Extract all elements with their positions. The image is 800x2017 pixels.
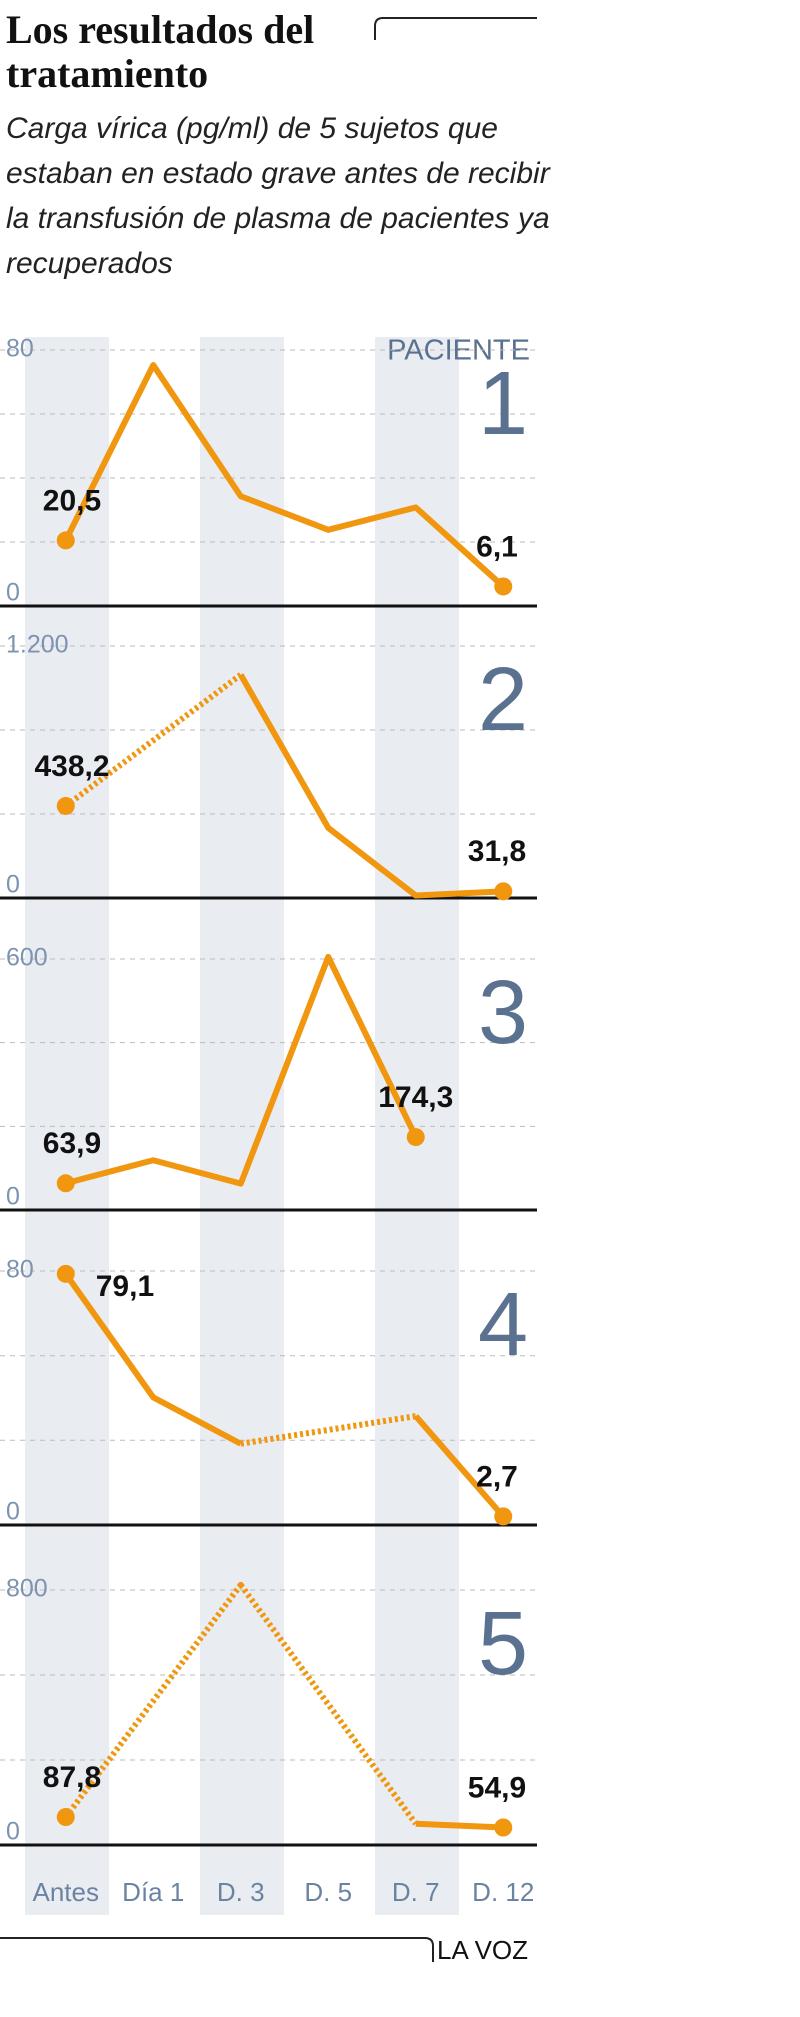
line [238,673,504,899]
y-tick-label: 800 [6,1575,48,1603]
value-label: 63,9 [43,1127,101,1160]
x-tick-label: D. 12 [472,1877,534,1907]
end-point [494,1507,513,1526]
end-point [494,882,513,901]
end-point [56,1264,75,1283]
gap-bridge [238,1583,419,1826]
title: Los resultados del tratamiento [6,7,315,96]
end-point [406,1128,425,1147]
panel-number: 1 [478,354,528,454]
x-tick-label: Antes [33,1877,100,1907]
column-band [25,337,109,1915]
line [63,1272,243,1447]
value-label: 174,3 [378,1081,453,1114]
x-tick-label: D. 5 [304,1877,352,1907]
end-point [56,531,75,550]
y-tick-label: 0 [6,1818,20,1846]
value-label: 31,8 [468,835,526,868]
gap-bridge [63,672,243,809]
column-band [375,337,459,1915]
line [63,362,506,589]
line [415,1820,504,1831]
panel-title: PACIENTE [387,335,530,367]
value-label: 20,5 [43,484,101,517]
subtitle: Carga vírica (pg/ml) de 5 sujetos que es… [6,112,550,280]
value-label: 2,7 [476,1460,518,1493]
panel-number: 2 [478,650,528,750]
end-point [494,1818,513,1837]
gap-bridge [63,1583,244,1819]
end-point [56,1808,75,1827]
value-label: 79,1 [96,1270,154,1303]
y-tick-label: 600 [6,944,48,972]
end-point [56,796,75,815]
value-label: 6,1 [476,530,518,563]
y-tick-label: 0 [6,871,20,899]
value-label: 87,8 [43,1761,101,1794]
source: LA VOZ [437,1935,528,1965]
line [64,953,419,1187]
y-tick-label: 0 [6,579,20,607]
y-tick-label: 80 [6,1256,34,1284]
panel-number: 4 [478,1275,528,1375]
x-tick-label: D. 7 [392,1877,440,1907]
decoration [0,1937,434,1962]
panel-number: 5 [478,1594,528,1694]
x-tick-label: Día 1 [122,1877,184,1907]
panel-number: 3 [478,963,528,1063]
y-tick-label: 0 [6,1183,20,1211]
x-tick-label: D. 3 [217,1877,265,1907]
value-label: 54,9 [468,1771,526,1804]
end-point [56,1174,75,1193]
y-tick-label: 0 [6,1498,20,1526]
y-tick-label: 80 [6,335,34,363]
decoration [374,17,537,40]
y-tick-label: 1.200 [6,631,69,659]
end-point [494,577,513,596]
value-label: 438,2 [34,750,109,783]
line [413,1414,506,1519]
